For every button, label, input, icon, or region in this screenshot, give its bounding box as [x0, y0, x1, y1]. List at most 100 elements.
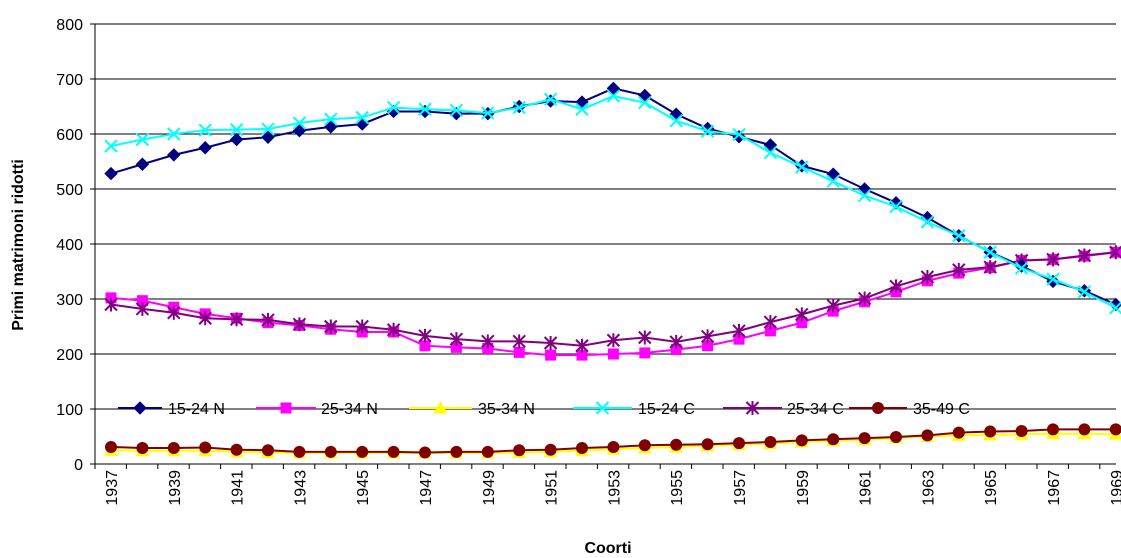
y-tick-label: 600 — [56, 127, 83, 144]
data-point — [324, 319, 338, 334]
data-point — [167, 127, 181, 141]
data-point — [292, 317, 307, 332]
legend-item: 35-49 C — [849, 401, 970, 418]
data-point — [826, 298, 840, 313]
x-tick-label: 1937 — [104, 470, 121, 506]
data-point — [293, 445, 306, 458]
legend-marker — [433, 400, 448, 414]
data-point — [104, 297, 118, 312]
y-tick-label: 100 — [56, 402, 83, 419]
data-point — [763, 315, 778, 330]
legend-marker — [872, 402, 884, 414]
data-point — [481, 334, 495, 349]
legend-label: 35-34 N — [478, 401, 535, 418]
data-point — [356, 445, 369, 458]
data-point — [827, 433, 840, 446]
data-point — [167, 148, 181, 162]
data-point — [230, 443, 243, 456]
data-point — [606, 333, 621, 348]
data-point — [136, 295, 148, 307]
x-tick-label: 1947 — [418, 470, 435, 506]
series-line — [110, 95, 1117, 309]
data-point — [543, 92, 558, 107]
data-point — [292, 123, 307, 138]
legend: 15-24 N 25-34 N 35-34 N 15-24 C 25-34 C 35-49… — [118, 400, 970, 418]
data-point — [450, 445, 463, 458]
x-tick-label: 1969 — [1109, 470, 1121, 506]
data-point — [481, 445, 494, 458]
data-point — [419, 340, 431, 352]
data-point — [324, 120, 338, 134]
data-point — [167, 305, 181, 320]
data-point — [355, 117, 369, 131]
data-point — [952, 229, 966, 243]
data-point — [135, 301, 150, 316]
series-lines — [104, 81, 1121, 459]
data-point — [700, 121, 715, 136]
x-tick-label: 1955 — [669, 470, 686, 506]
data-point — [513, 444, 526, 457]
y-tick-label: 700 — [56, 72, 83, 89]
data-point — [418, 102, 432, 116]
data-point — [733, 437, 745, 450]
data-point — [732, 127, 746, 142]
data-point — [638, 95, 652, 110]
data-point — [324, 112, 338, 126]
data-point — [983, 245, 997, 259]
data-point — [857, 291, 872, 306]
data-point — [796, 317, 808, 329]
legend-marker — [595, 401, 610, 415]
y-tick-label: 300 — [56, 292, 83, 309]
data-point — [700, 124, 715, 138]
data-point — [858, 432, 871, 445]
data-point — [1014, 261, 1029, 275]
data-point — [482, 343, 494, 354]
data-point — [262, 444, 274, 457]
data-point — [733, 333, 745, 345]
data-point — [763, 138, 778, 152]
data-point — [576, 349, 588, 361]
data-point — [952, 426, 965, 439]
data-point — [418, 328, 432, 343]
data-point — [889, 279, 903, 294]
legend-item: 35-34 N — [409, 400, 535, 418]
data-point — [984, 425, 997, 438]
data-point — [229, 122, 244, 137]
data-point — [418, 104, 432, 119]
data-point — [1015, 425, 1028, 437]
x-tick-label: 1957 — [732, 470, 749, 506]
legend-label: 25-34 C — [787, 401, 844, 418]
data-point — [198, 123, 212, 137]
legend-marker — [745, 401, 760, 415]
data-point — [1109, 301, 1121, 315]
data-point — [857, 188, 872, 203]
data-point — [575, 102, 589, 116]
data-point — [1077, 248, 1092, 263]
data-point — [795, 307, 809, 322]
x-tick-label: 1959 — [795, 470, 812, 506]
y-tick-label: 200 — [56, 347, 83, 364]
data-point — [921, 429, 934, 442]
data-point — [229, 312, 244, 327]
data-point — [606, 81, 621, 96]
legend-item: 25-34 C — [723, 401, 844, 418]
series-15-24-n — [104, 81, 1121, 312]
data-point — [638, 439, 651, 452]
data-point — [386, 322, 401, 337]
data-point — [449, 332, 464, 347]
series-25-34-c — [104, 245, 1121, 353]
data-point — [763, 145, 778, 160]
data-point — [795, 160, 809, 174]
data-point — [355, 319, 369, 334]
y-tick-label: 800 — [56, 17, 83, 34]
data-point — [386, 100, 401, 115]
data-point — [513, 346, 525, 358]
x-tick-label: 1951 — [544, 470, 561, 506]
y-tick-label: 0 — [74, 457, 83, 474]
data-point — [638, 330, 652, 345]
x-tick-label: 1949 — [481, 470, 498, 506]
data-point — [135, 132, 150, 147]
data-point — [198, 141, 212, 155]
data-point — [952, 262, 966, 277]
data-point — [419, 446, 431, 459]
